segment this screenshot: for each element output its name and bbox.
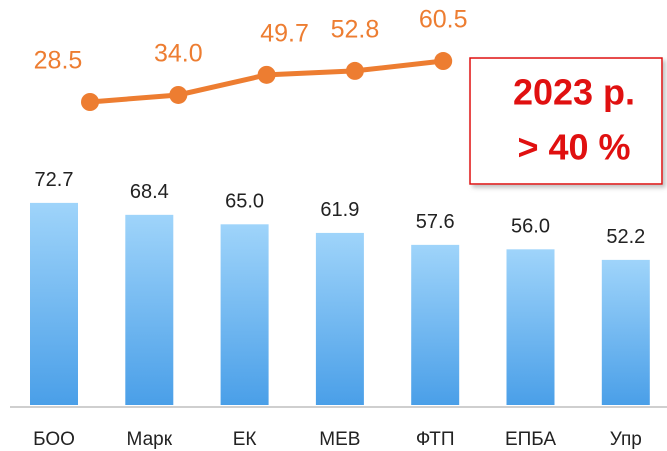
bar-label: 72.7 <box>35 169 74 191</box>
x-tick-label: Марк <box>127 429 173 450</box>
line-label: 49.7 <box>260 19 309 47</box>
line-label: 34.0 <box>154 40 203 68</box>
x-tick-label: МЕВ <box>319 429 360 450</box>
bar-label: 68.4 <box>130 181 169 203</box>
line-label: 52.8 <box>331 16 380 44</box>
bar-label: 61.9 <box>320 199 359 221</box>
line-marker <box>257 65 276 84</box>
line-label: 28.5 <box>34 47 83 75</box>
bar <box>125 214 174 405</box>
bar-label: 57.6 <box>416 211 455 233</box>
callout-year: 2023 р. <box>513 72 635 113</box>
bar <box>411 244 460 405</box>
line-marker <box>169 85 188 104</box>
line-marker <box>345 61 364 80</box>
line-marker <box>434 52 453 71</box>
x-tick-label: ФТП <box>416 429 455 450</box>
line-marker <box>81 93 99 111</box>
bar-label: 52.2 <box>606 226 645 248</box>
x-tick-label: ЕПБА <box>505 429 556 450</box>
bar-label: 56.0 <box>511 216 550 238</box>
bar-label: 65.0 <box>225 191 264 213</box>
x-tick-label: ЕК <box>233 429 257 450</box>
bar <box>601 259 650 405</box>
callout-box <box>469 57 663 185</box>
bar <box>506 249 555 405</box>
line-label: 60.5 <box>419 6 468 34</box>
bar <box>315 232 364 405</box>
bar <box>30 202 78 405</box>
callout-value: > 40 % <box>517 127 630 168</box>
bar <box>220 224 269 405</box>
x-tick-label: БОО <box>33 429 75 450</box>
x-tick-label: Упр <box>610 429 642 450</box>
